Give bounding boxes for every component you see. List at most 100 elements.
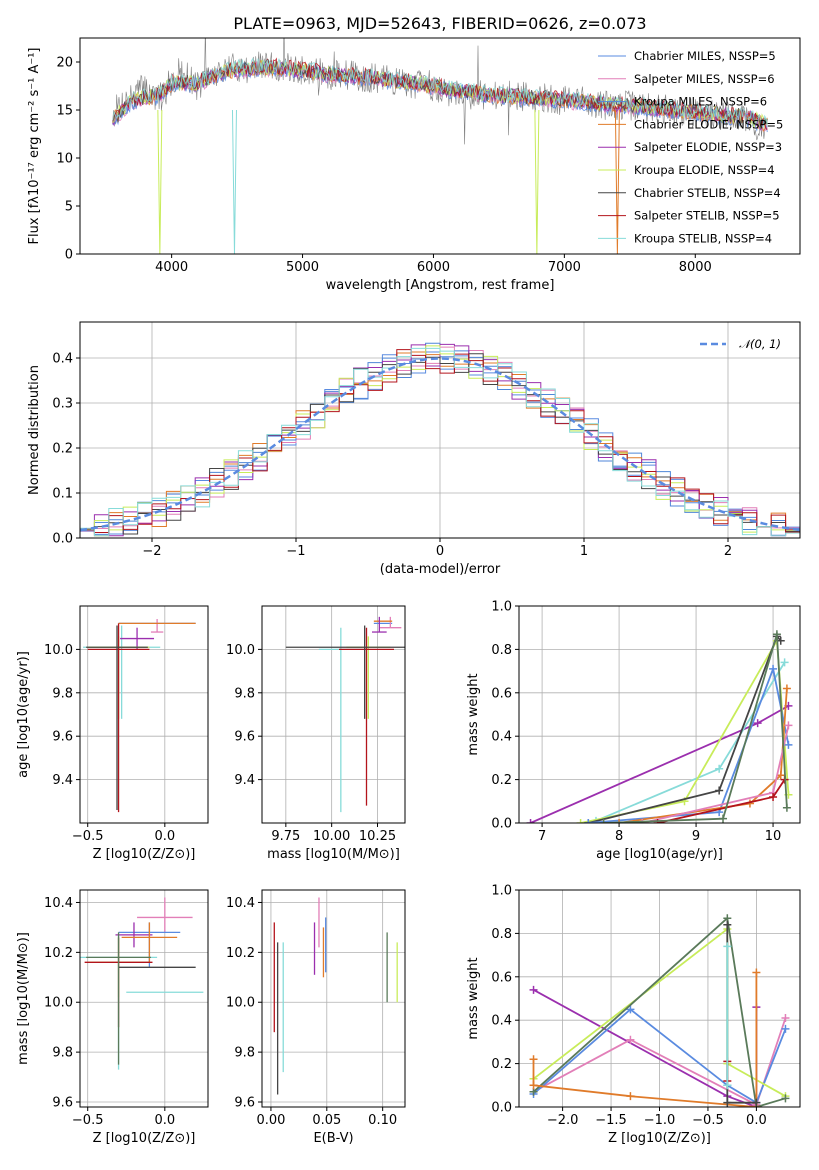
x-axis-label: age [log10(age/yr)]	[596, 847, 723, 862]
y-tick-label: 10.0	[226, 996, 255, 1011]
x-tick-label: 5000	[286, 260, 319, 275]
weight-marker	[723, 920, 732, 929]
error-bar-point	[86, 932, 151, 1065]
x-axis-label: Z [log10(Z/Z⊙)]	[608, 1131, 711, 1146]
x-tick-label: 9	[692, 829, 700, 844]
x-tick-label: 0.0	[154, 1113, 175, 1128]
y-tick-label: 15	[56, 104, 73, 119]
legend-label: Salpeter MILES, NSSP=6	[634, 72, 775, 86]
y-tick-label: 0.4	[491, 730, 512, 745]
x-tick-label: −0.5	[72, 829, 104, 844]
y-tick-label: 9.8	[52, 686, 73, 701]
weight-marker	[576, 819, 585, 823]
y-tick-label: 0.0	[52, 532, 73, 547]
x-tick-label: −0.5	[692, 1113, 724, 1128]
panel-mass-vs-Z: −0.5 0.0 9.6 9.8 10.0 10.2 10.4 Z [log10(Z/Z⊙)]…	[16, 889, 209, 1146]
x-tick-label: 7000	[548, 260, 581, 275]
x-tick-label: 0.05	[312, 1113, 341, 1128]
axes-frame	[261, 605, 406, 824]
x-tick-label: 6000	[417, 260, 450, 275]
weight-marker	[599, 819, 608, 823]
y-tick-label: 0.6	[491, 970, 512, 985]
y-tick-label: 9.4	[234, 773, 255, 788]
axes-frame	[79, 605, 209, 824]
weight-marker	[526, 819, 535, 823]
grid-mass-vs-ebv	[262, 890, 405, 1107]
absorption-line	[614, 109, 620, 254]
legend: Chabrier MILES, NSSP=5 Salpeter MILES, NS…	[598, 49, 783, 245]
legend-label: Chabrier STELIB, NSSP=4	[634, 186, 781, 200]
legend: 𝒩(0, 1)	[700, 337, 781, 351]
x-tick-label: 10.25	[359, 829, 396, 844]
y-axis-label: Flux [fλ10⁻¹⁷ erg cm⁻² s⁻¹ A⁻¹]	[27, 48, 42, 245]
x-tick-label: 0.0	[746, 1113, 767, 1128]
legend-label: Salpeter ELODIE, NSSP=3	[634, 140, 782, 154]
x-tick-label: 7	[538, 829, 546, 844]
x-tick-label: −1.5	[595, 1113, 627, 1128]
weight-marker	[781, 1094, 790, 1103]
weight-marker	[780, 658, 789, 667]
weight-marker	[782, 803, 791, 812]
y-tick-label: 9.6	[234, 1096, 255, 1111]
x-tick-label: 10.00	[313, 829, 350, 844]
y-tick-label: 10.2	[44, 946, 73, 961]
absorption-line	[157, 109, 163, 254]
panel-weight-vs-Z: −2.0 −1.5 −1.0 −0.5 0.0 0.0 0.2 0.4 0.6 0.8 1.0 Z […	[466, 884, 801, 1146]
y-tick-label: 10.0	[44, 643, 73, 658]
x-axis-label: E(B-V)	[313, 1131, 353, 1146]
legend-label: Salpeter STELIB, NSSP=5	[634, 209, 780, 223]
plot-area-weight-vs-age	[526, 630, 793, 823]
weight-marker	[784, 721, 793, 730]
y-tick-label: 10.4	[44, 896, 73, 911]
error-bar-point	[137, 897, 193, 933]
legend-label: Chabrier MILES, NSSP=5	[634, 49, 776, 63]
x-tick-label: 4000	[155, 260, 188, 275]
y-axis-label: mass [log10(M/M⊙)]	[16, 932, 31, 1065]
plot-area-spectrum	[112, 38, 768, 254]
x-tick-label: −2.0	[547, 1113, 579, 1128]
x-tick-label: −2	[142, 544, 161, 559]
weight-series-line	[603, 633, 788, 823]
error-bar-point	[372, 616, 387, 633]
panel-age-vs-Z: −0.5 0.0 9.4 9.6 9.8 10.0 Z [log10(Z/Z⊙)] age […	[16, 605, 209, 862]
y-tick-label: 0.2	[52, 442, 73, 457]
plot-area-mass-vs-ebv	[273, 897, 398, 1095]
weight-marker	[772, 630, 781, 639]
x-tick-label: −1	[286, 544, 305, 559]
y-tick-label: 9.6	[234, 730, 255, 745]
weight-marker	[584, 819, 593, 823]
y-axis-label: age [log10(age/yr)]	[16, 651, 31, 778]
y-tick-label: 9.8	[234, 1046, 255, 1061]
y-tick-label: 0.0	[491, 817, 512, 832]
x-tick-label: −0.5	[72, 1113, 104, 1128]
y-tick-label: 0.4	[491, 1014, 512, 1029]
legend-label: Kroupa MILES, NSSP=6	[634, 95, 767, 109]
panel-weight-vs-age: 7 8 9 10 0.0 0.2 0.4 0.6 0.8 1.0 age [log10(age/yr…	[466, 600, 801, 862]
model-fit-line	[112, 57, 768, 129]
x-axis-label: Z [log10(Z/Z⊙)]	[93, 847, 196, 862]
weight-series-line	[588, 634, 782, 823]
model-fit-line	[112, 58, 768, 127]
y-axis-label: Normed distribution	[27, 365, 42, 495]
weight-marker	[529, 1081, 538, 1090]
weight-series-line	[532, 916, 786, 1107]
y-tick-label: 0.4	[52, 352, 73, 367]
weight-marker	[626, 1092, 635, 1101]
legend-label: Chabrier ELODIE, NSSP=5	[634, 117, 783, 131]
weight-marker	[782, 684, 791, 693]
model-fit-line	[112, 57, 768, 130]
y-tick-label: 9.8	[52, 1046, 73, 1061]
y-tick-label: 5	[65, 200, 73, 215]
error-bar-point	[150, 619, 164, 633]
weight-marker	[723, 942, 732, 951]
x-axis-label: mass [log10(M/M⊙)]	[267, 847, 400, 862]
axes-frame	[261, 889, 406, 1108]
weight-marker	[723, 1081, 732, 1090]
y-tick-label: 0.2	[491, 1057, 512, 1072]
x-axis-label: wavelength [Angstrom, rest frame]	[326, 278, 555, 293]
legend-label: Kroupa STELIB, NSSP=4	[634, 231, 772, 245]
x-axis-label: (data-model)/error	[380, 562, 501, 577]
x-tick-label: 2	[724, 544, 732, 559]
y-tick-label: 0.6	[491, 686, 512, 701]
